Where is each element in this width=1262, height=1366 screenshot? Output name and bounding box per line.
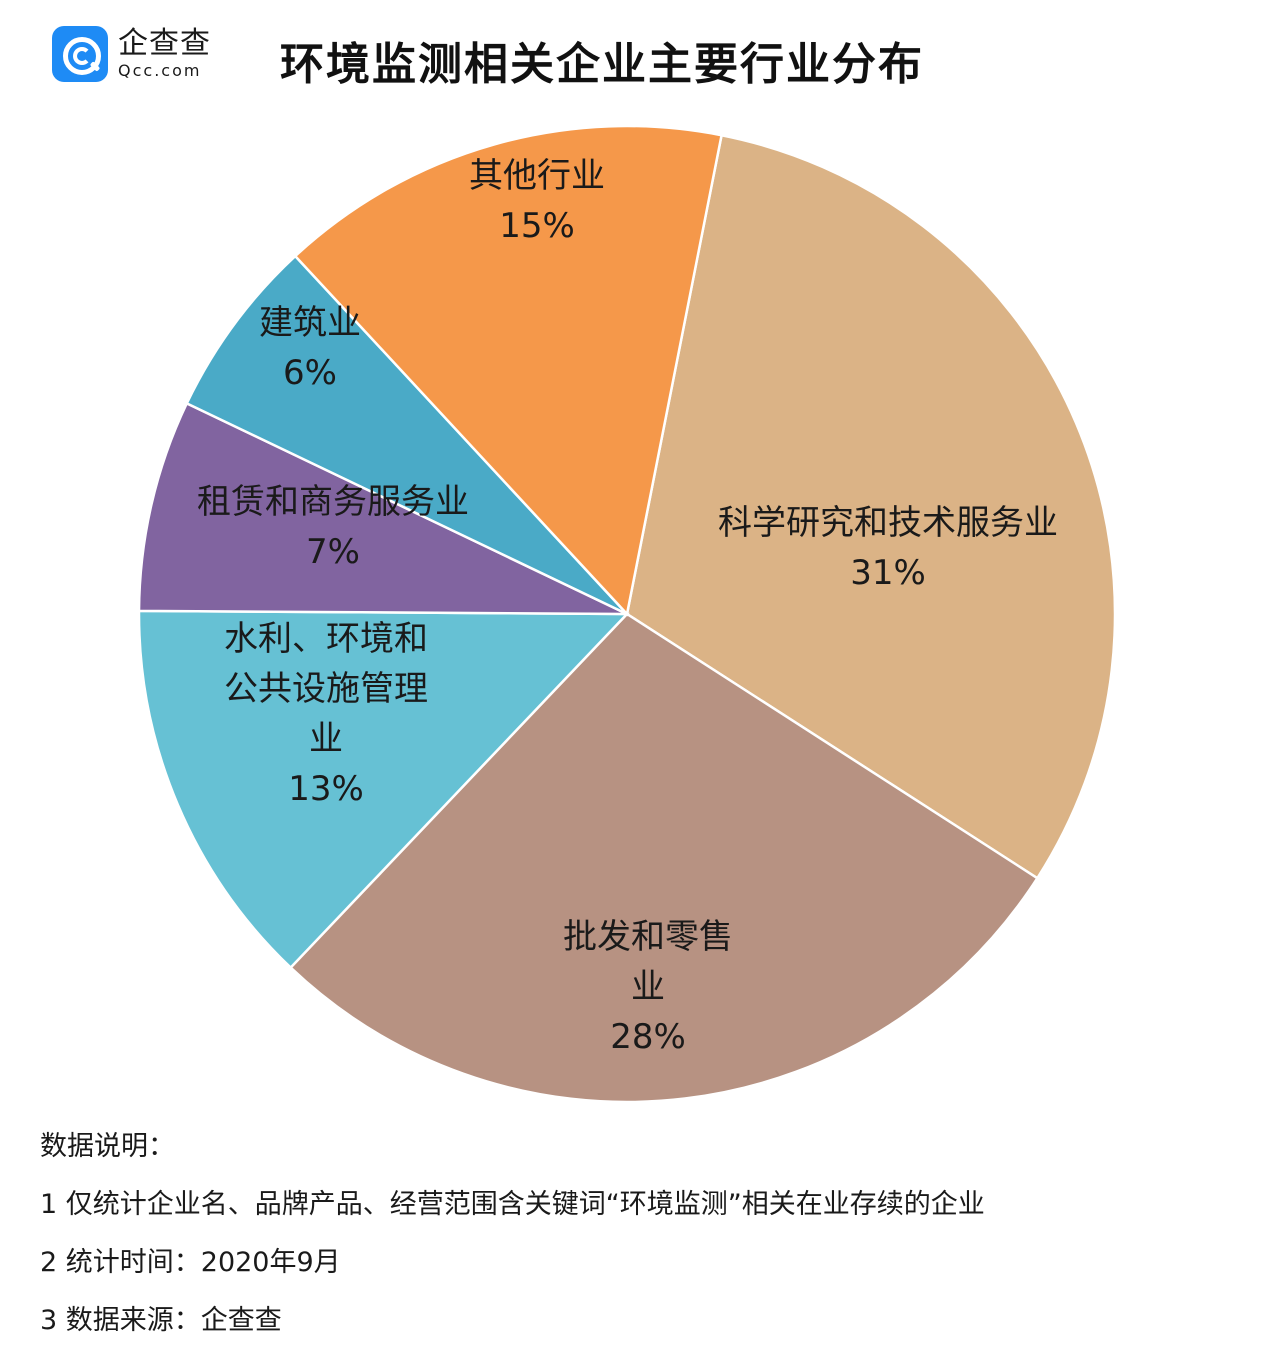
logo-name-cn: 企查查 bbox=[118, 26, 211, 61]
note-item-3: 3 数据来源：企查查 bbox=[40, 1305, 282, 1336]
pie-slice-6 bbox=[293, 124, 724, 617]
slice-category-label: 业 bbox=[309, 719, 343, 759]
slice-category-label: 科学研究和技术服务业 bbox=[718, 503, 1058, 543]
slice-value-label: 6% bbox=[283, 353, 337, 393]
slice-category-label: 建筑业 bbox=[259, 303, 361, 343]
slice-category-label: 批发和零售 bbox=[563, 917, 733, 957]
slice-category-label: 水利、环境和 bbox=[224, 619, 428, 659]
pie-slice-3 bbox=[137, 609, 630, 970]
chart-title: 环境监测相关企业主要行业分布 bbox=[280, 39, 924, 90]
data-notes: 数据说明： 1 仅统计企业名、品牌产品、经营范围含关键词“环境监测”相关在业存续… bbox=[40, 1118, 985, 1350]
slice-category-label: 其他行业 bbox=[469, 156, 605, 196]
slice-value-label: 15% bbox=[499, 206, 575, 246]
pie-slice-5 bbox=[185, 254, 628, 616]
slice-category-label: 业 bbox=[631, 967, 665, 1007]
pie-slice-4 bbox=[137, 401, 628, 616]
slice-value-label: 31% bbox=[850, 553, 926, 593]
slice-value-label: 28% bbox=[610, 1017, 686, 1057]
qcc-logo: 企查查 Qcc.com bbox=[52, 26, 211, 82]
slice-value-label: 13% bbox=[288, 769, 364, 809]
qcc-logo-icon bbox=[52, 26, 108, 82]
notes-heading: 数据说明： bbox=[40, 1131, 175, 1162]
note-item-2: 2 统计时间：2020年9月 bbox=[40, 1247, 341, 1278]
slice-category-label: 公共设施管理 bbox=[224, 669, 428, 709]
pie-slice-2 bbox=[288, 612, 1040, 1104]
logo-name-en: Qcc.com bbox=[118, 61, 202, 80]
slice-value-label: 7% bbox=[306, 532, 360, 572]
note-item-1: 1 仅统计企业名、品牌产品、经营范围含关键词“环境监测”相关在业存续的企业 bbox=[40, 1189, 985, 1220]
slice-category-label: 租赁和商务服务业 bbox=[197, 482, 469, 522]
